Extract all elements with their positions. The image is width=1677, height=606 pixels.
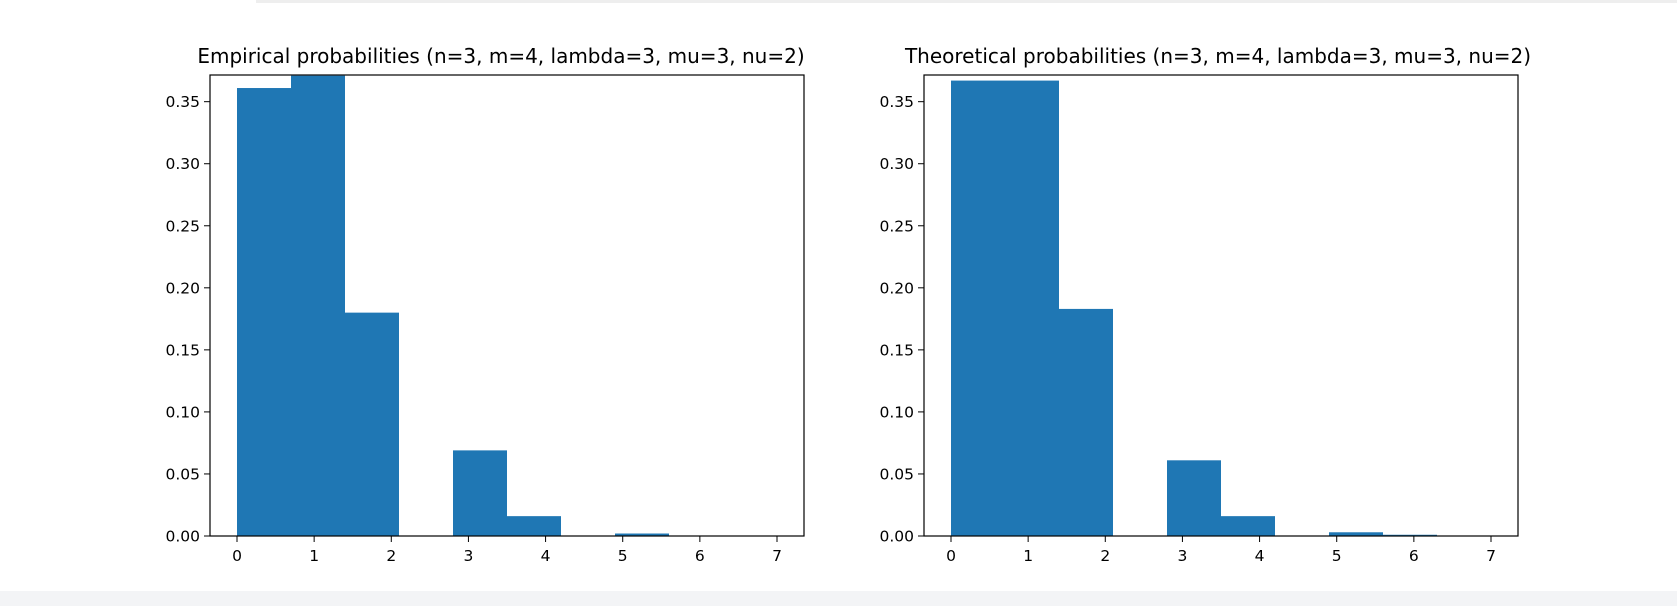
histogram-bar bbox=[951, 80, 1005, 537]
y-tick-label: 0.30 bbox=[165, 155, 200, 173]
bottom-strip bbox=[0, 591, 1677, 606]
histogram-bar bbox=[1005, 80, 1059, 537]
y-tick-label: 0.20 bbox=[165, 279, 200, 297]
histogram-bar bbox=[291, 75, 345, 537]
histogram-bar bbox=[453, 450, 507, 536]
chart-title: Empirical probabilities (n=3, m=4, lambd… bbox=[197, 44, 804, 68]
x-tick-label: 0 bbox=[232, 547, 242, 565]
histogram-bar bbox=[1329, 532, 1383, 536]
histogram-bar bbox=[237, 88, 291, 537]
histogram-bar bbox=[345, 312, 399, 536]
x-ticks: 0 1 2 3 4 5 6 7 bbox=[946, 536, 1496, 565]
x-tick-label: 1 bbox=[1023, 547, 1033, 565]
y-ticks: 0.00 0.05 0.10 0.15 0.20 0.25 0.30 0.35 bbox=[165, 93, 210, 546]
histogram-bar bbox=[1167, 460, 1221, 536]
x-tick-label: 4 bbox=[541, 547, 551, 565]
y-tick-label: 0.10 bbox=[879, 403, 914, 421]
histogram-bar bbox=[507, 516, 561, 536]
x-tick-label: 3 bbox=[1177, 547, 1187, 565]
histogram-bar bbox=[1059, 308, 1113, 536]
x-tick-label: 6 bbox=[1409, 547, 1419, 565]
bars bbox=[237, 75, 669, 537]
x-tick-label: 7 bbox=[772, 547, 782, 565]
x-tick-label: 5 bbox=[1332, 547, 1342, 565]
x-tick-label: 6 bbox=[695, 547, 705, 565]
chart-title: Theoretical probabilities (n=3, m=4, lam… bbox=[904, 44, 1531, 68]
x-tick-label: 1 bbox=[309, 547, 319, 565]
y-tick-label: 0.25 bbox=[165, 217, 200, 235]
histogram-bar bbox=[1383, 534, 1437, 536]
chart-empirical: Empirical probabilities (n=3, m=4, lambd… bbox=[165, 44, 804, 565]
chart-theoretical: Theoretical probabilities (n=3, m=4, lam… bbox=[879, 44, 1531, 565]
y-tick-label: 0.00 bbox=[879, 528, 914, 546]
y-tick-label: 0.25 bbox=[879, 217, 914, 235]
histogram-bar bbox=[615, 533, 669, 536]
y-tick-label: 0.00 bbox=[165, 528, 200, 546]
x-tick-label: 2 bbox=[386, 547, 396, 565]
y-tick-label: 0.20 bbox=[879, 279, 914, 297]
y-tick-label: 0.10 bbox=[165, 403, 200, 421]
y-tick-label: 0.15 bbox=[165, 341, 200, 359]
x-tick-label: 7 bbox=[1486, 547, 1496, 565]
y-ticks: 0.00 0.05 0.10 0.15 0.20 0.25 0.30 0.35 bbox=[879, 93, 924, 546]
axes-frame bbox=[923, 74, 1519, 537]
y-tick-label: 0.30 bbox=[879, 155, 914, 173]
y-tick-label: 0.05 bbox=[879, 465, 914, 483]
x-tick-label: 2 bbox=[1100, 547, 1110, 565]
histogram-bar bbox=[1221, 516, 1275, 536]
top-divider bbox=[256, 0, 1677, 3]
y-tick-label: 0.05 bbox=[165, 465, 200, 483]
x-tick-label: 0 bbox=[946, 547, 956, 565]
bars bbox=[951, 80, 1437, 537]
x-tick-label: 5 bbox=[618, 547, 628, 565]
y-tick-label: 0.35 bbox=[879, 93, 914, 111]
x-tick-label: 3 bbox=[463, 547, 473, 565]
x-tick-label: 4 bbox=[1255, 547, 1265, 565]
y-tick-label: 0.15 bbox=[879, 341, 914, 359]
y-tick-label: 0.35 bbox=[165, 93, 200, 111]
x-ticks: 0 1 2 3 4 5 6 7 bbox=[232, 536, 782, 565]
axes-frame bbox=[209, 74, 805, 537]
